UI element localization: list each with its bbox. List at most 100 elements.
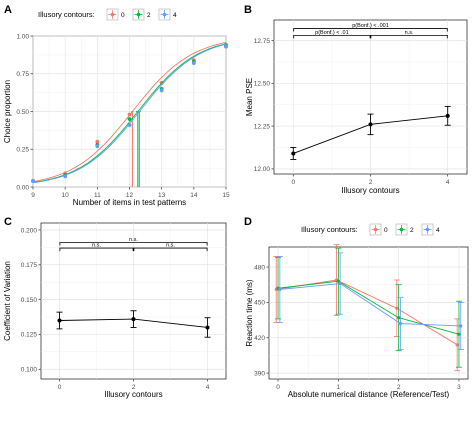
panel-c: C n.s. n.s. n.s. 0 2 4 0.100 0.125 0.150 0.175 0.…	[3, 216, 227, 399]
series-4-point	[191, 61, 196, 66]
y-tick-label: 0.200	[21, 227, 38, 234]
x-tick-label: 0	[58, 384, 62, 391]
x-tick-label: 9	[31, 192, 35, 199]
series-4-point	[224, 44, 228, 49]
panel-c-letter: C	[4, 216, 12, 228]
y-tick-label: 12.25	[254, 123, 271, 130]
legend-label: 0	[384, 227, 388, 234]
x-tick-label: 1	[337, 384, 341, 391]
legend-label: 4	[436, 227, 440, 234]
panel-a-legend: Illusory contours: 0 2 4	[38, 8, 177, 21]
legend-key-point	[136, 12, 141, 17]
panel-a-x-axis-title: Number of items in test patterns	[73, 198, 186, 207]
x-tick-label: 4	[446, 179, 450, 186]
series-4-point	[398, 322, 403, 326]
y-tick-label: 420	[254, 335, 265, 342]
legend-key-point	[399, 227, 404, 232]
data-point	[57, 318, 62, 323]
x-tick-label: 10	[62, 192, 70, 199]
legend-title: Illusory contours:	[301, 225, 358, 234]
x-tick-label: 0	[276, 384, 280, 391]
series-4-line	[279, 283, 461, 327]
panel-c-axes: 0 2 4 0.100 0.125 0.150 0.175 0.200	[21, 227, 210, 391]
y-tick-label: 450	[254, 300, 265, 307]
panel-c-y-axis-title: Coefficient of Variation	[3, 261, 12, 341]
series-2-point	[457, 332, 461, 336]
x-tick-label: 13	[158, 192, 166, 199]
data-point	[131, 317, 136, 322]
legend-title: Illusory contours:	[38, 10, 95, 19]
x-tick-label: 15	[222, 192, 230, 199]
series-2-point	[127, 117, 132, 121]
panel-c-marks	[56, 310, 211, 338]
legend-key-point	[162, 12, 167, 17]
panel-d-y-axis-title: Reaction time (ms)	[245, 279, 254, 346]
series-2-point	[336, 279, 340, 283]
panel-b-significance: p(Bonf.) < .001 p(Bonf.) < .01 n.s.	[293, 23, 448, 39]
panel-c-x-axis-title: Illusory contours	[104, 390, 162, 399]
series-4-point	[127, 123, 132, 127]
x-tick-label: 4	[206, 384, 210, 391]
panel-b-x-axis-title: Illusory contours	[341, 186, 399, 195]
panel-c-significance: n.s. n.s. n.s.	[59, 237, 208, 252]
x-tick-label: 0	[291, 179, 295, 186]
data-point	[291, 151, 296, 156]
data-point	[445, 113, 450, 118]
legend-key-point	[110, 12, 115, 17]
data-point	[205, 325, 210, 330]
panel-b-marks	[290, 105, 451, 160]
y-tick-label: 0.150	[21, 297, 38, 304]
series-0-point	[395, 306, 399, 310]
panel-a: A Illusory contours: 0 2 4 9 10 11 12 13 14 15 0.0…	[3, 4, 230, 207]
y-tick-label: 1.00	[16, 33, 29, 40]
legend-label: 4	[173, 12, 177, 19]
x-tick-label: 2	[132, 384, 136, 391]
panel-d-axes: 0 1 2 3 390 420 450 480	[254, 264, 461, 391]
x-tick-label: 2	[369, 179, 373, 186]
panel-d-legend: Illusory contours: 0 2 4	[301, 223, 440, 236]
series-4-point	[159, 88, 164, 93]
y-tick-label: 480	[254, 264, 265, 271]
y-tick-label: 12.75	[254, 38, 271, 45]
panel-a-axes: 9 10 11 12 13 14 15 0.00 0.25 0.50 0.75 1.00	[16, 33, 230, 199]
panel-a-marks	[31, 41, 228, 187]
series-4-point	[63, 174, 68, 179]
series-4-point	[459, 324, 463, 328]
x-tick-label: 12	[126, 192, 134, 199]
significance-label: n.s.	[92, 243, 101, 249]
series-2-line	[277, 280, 460, 335]
x-tick-label: 11	[94, 192, 101, 199]
legend-label: 2	[410, 227, 414, 234]
panel-d-x-axis-title: Absolute numerical distance (Reference/T…	[288, 390, 450, 399]
y-tick-label: 0.175	[21, 262, 38, 269]
y-tick-label: 0.25	[16, 147, 29, 154]
legend-key-point	[373, 227, 378, 232]
legend-key-point	[425, 227, 430, 232]
series-0-point	[127, 112, 132, 117]
y-tick-label: 0.00	[16, 184, 29, 191]
x-tick-label: 3	[457, 384, 461, 391]
panel-a-y-axis-title: Choice proportion	[3, 80, 12, 143]
panel-a-letter: A	[4, 4, 12, 16]
y-tick-label: 0.100	[21, 367, 38, 374]
panel-b-axes: 0 2 4 12.00 12.25 12.50 12.75	[254, 38, 450, 186]
y-tick-label: 12.50	[254, 81, 271, 88]
series-0-point	[95, 139, 100, 144]
panel-b: B p(Bonf.) < .001 p(Bonf.) < .01 n.s. 0 2 4 1…	[244, 4, 468, 195]
y-tick-label: 390	[254, 370, 265, 377]
panel-d: D Illusory contours: 0 2 4 0 1 2 3 390 420 450 480…	[244, 216, 469, 399]
series-0-point	[455, 343, 459, 347]
series-4-point	[278, 287, 282, 292]
panel-d-marks	[273, 244, 464, 372]
series-4-point	[95, 144, 100, 149]
series-4-point	[338, 281, 342, 286]
significance-label: n.s.	[129, 237, 138, 243]
y-tick-label: 0.75	[16, 71, 29, 78]
panel-b-y-axis-title: Mean PSE	[245, 78, 254, 116]
y-tick-label: 0.50	[16, 109, 29, 116]
significance-label: p(Bonf.) < .001	[352, 23, 389, 29]
x-tick-label: 14	[190, 192, 198, 199]
x-tick-label: 2	[397, 384, 401, 391]
panel-b-letter: B	[244, 4, 252, 16]
